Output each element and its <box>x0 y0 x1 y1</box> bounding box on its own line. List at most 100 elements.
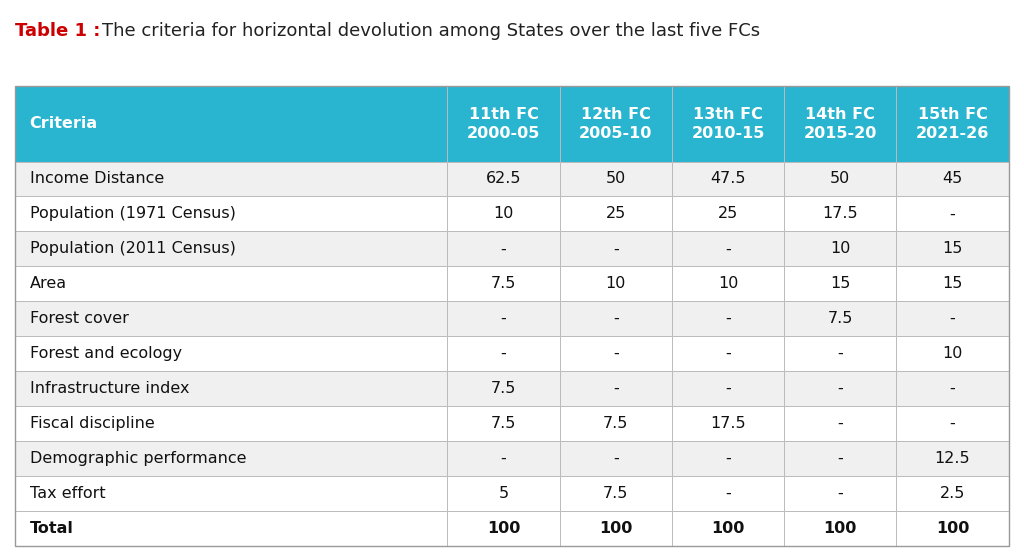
Text: 62.5: 62.5 <box>485 172 521 187</box>
Text: -: - <box>949 381 955 396</box>
Bar <box>672 476 784 511</box>
Text: 10: 10 <box>942 346 963 361</box>
Text: -: - <box>725 241 731 256</box>
Text: 17.5: 17.5 <box>711 416 745 431</box>
Text: 50: 50 <box>605 172 626 187</box>
Text: 47.5: 47.5 <box>711 172 745 187</box>
Bar <box>784 301 896 336</box>
Text: 100: 100 <box>823 521 857 536</box>
Text: The criteria for horizontal devolution among States over the last five FCs: The criteria for horizontal devolution a… <box>102 22 761 40</box>
Bar <box>447 406 560 441</box>
Text: -: - <box>838 381 843 396</box>
Bar <box>15 336 447 371</box>
Bar <box>672 406 784 441</box>
Text: 15: 15 <box>830 276 851 291</box>
Bar <box>447 266 560 301</box>
Bar <box>560 441 672 476</box>
Text: 50: 50 <box>830 172 850 187</box>
Bar <box>15 86 447 162</box>
Text: 100: 100 <box>936 521 969 536</box>
Text: Fiscal discipline: Fiscal discipline <box>30 416 155 431</box>
Bar <box>784 441 896 476</box>
Bar <box>672 266 784 301</box>
Bar <box>560 336 672 371</box>
Bar <box>896 162 1009 197</box>
Bar <box>560 266 672 301</box>
Bar <box>896 371 1009 406</box>
Text: Infrastructure index: Infrastructure index <box>30 381 189 396</box>
Bar <box>784 266 896 301</box>
Text: 13th FC
2010-15: 13th FC 2010-15 <box>691 107 765 141</box>
Text: 14th FC
2015-20: 14th FC 2015-20 <box>804 107 877 141</box>
Bar <box>15 197 447 231</box>
Text: -: - <box>501 241 507 256</box>
Bar <box>447 231 560 266</box>
Text: 7.5: 7.5 <box>603 416 629 431</box>
Text: -: - <box>838 451 843 466</box>
Text: Criteria: Criteria <box>30 116 98 131</box>
Bar <box>560 511 672 546</box>
Bar <box>560 197 672 231</box>
Bar <box>784 511 896 546</box>
Bar <box>896 441 1009 476</box>
Bar <box>672 301 784 336</box>
Bar <box>784 406 896 441</box>
Text: 15: 15 <box>942 241 963 256</box>
Bar <box>560 231 672 266</box>
Bar <box>784 231 896 266</box>
Bar <box>15 301 447 336</box>
Bar <box>896 266 1009 301</box>
Text: -: - <box>725 346 731 361</box>
Bar <box>15 476 447 511</box>
Bar <box>896 197 1009 231</box>
Text: -: - <box>613 241 618 256</box>
Text: Area: Area <box>30 276 67 291</box>
Text: -: - <box>613 451 618 466</box>
Text: Population (1971 Census): Population (1971 Census) <box>30 207 236 222</box>
Text: 5: 5 <box>499 486 509 501</box>
Text: -: - <box>838 416 843 431</box>
Bar <box>896 511 1009 546</box>
Text: 10: 10 <box>718 276 738 291</box>
Text: Table 1 :: Table 1 : <box>15 22 106 40</box>
Text: 12th FC
2005-10: 12th FC 2005-10 <box>580 107 652 141</box>
Bar <box>15 371 447 406</box>
Text: Forest and ecology: Forest and ecology <box>30 346 182 361</box>
Bar <box>784 476 896 511</box>
Text: 25: 25 <box>605 207 626 222</box>
Bar <box>447 301 560 336</box>
Bar <box>672 336 784 371</box>
Text: Income Distance: Income Distance <box>30 172 164 187</box>
Bar <box>784 197 896 231</box>
Bar <box>672 162 784 197</box>
Text: -: - <box>725 451 731 466</box>
Bar <box>784 371 896 406</box>
Text: 7.5: 7.5 <box>827 311 853 326</box>
Bar <box>896 86 1009 162</box>
Bar <box>560 406 672 441</box>
Text: -: - <box>838 346 843 361</box>
Text: 45: 45 <box>942 172 963 187</box>
Bar <box>447 511 560 546</box>
Text: -: - <box>725 311 731 326</box>
Bar <box>672 197 784 231</box>
Bar <box>672 441 784 476</box>
Bar <box>672 231 784 266</box>
Text: Population (2011 Census): Population (2011 Census) <box>30 241 236 256</box>
Text: 25: 25 <box>718 207 738 222</box>
Text: 7.5: 7.5 <box>490 416 516 431</box>
Bar <box>784 162 896 197</box>
Text: -: - <box>949 416 955 431</box>
Bar <box>15 441 447 476</box>
Text: -: - <box>838 486 843 501</box>
Text: 2.5: 2.5 <box>940 486 966 501</box>
Text: 100: 100 <box>486 521 520 536</box>
Text: 7.5: 7.5 <box>603 486 629 501</box>
Text: -: - <box>725 486 731 501</box>
Text: Total: Total <box>30 521 74 536</box>
Text: 7.5: 7.5 <box>490 381 516 396</box>
Text: 17.5: 17.5 <box>822 207 858 222</box>
Bar <box>672 86 784 162</box>
Bar <box>447 476 560 511</box>
Text: 10: 10 <box>830 241 851 256</box>
